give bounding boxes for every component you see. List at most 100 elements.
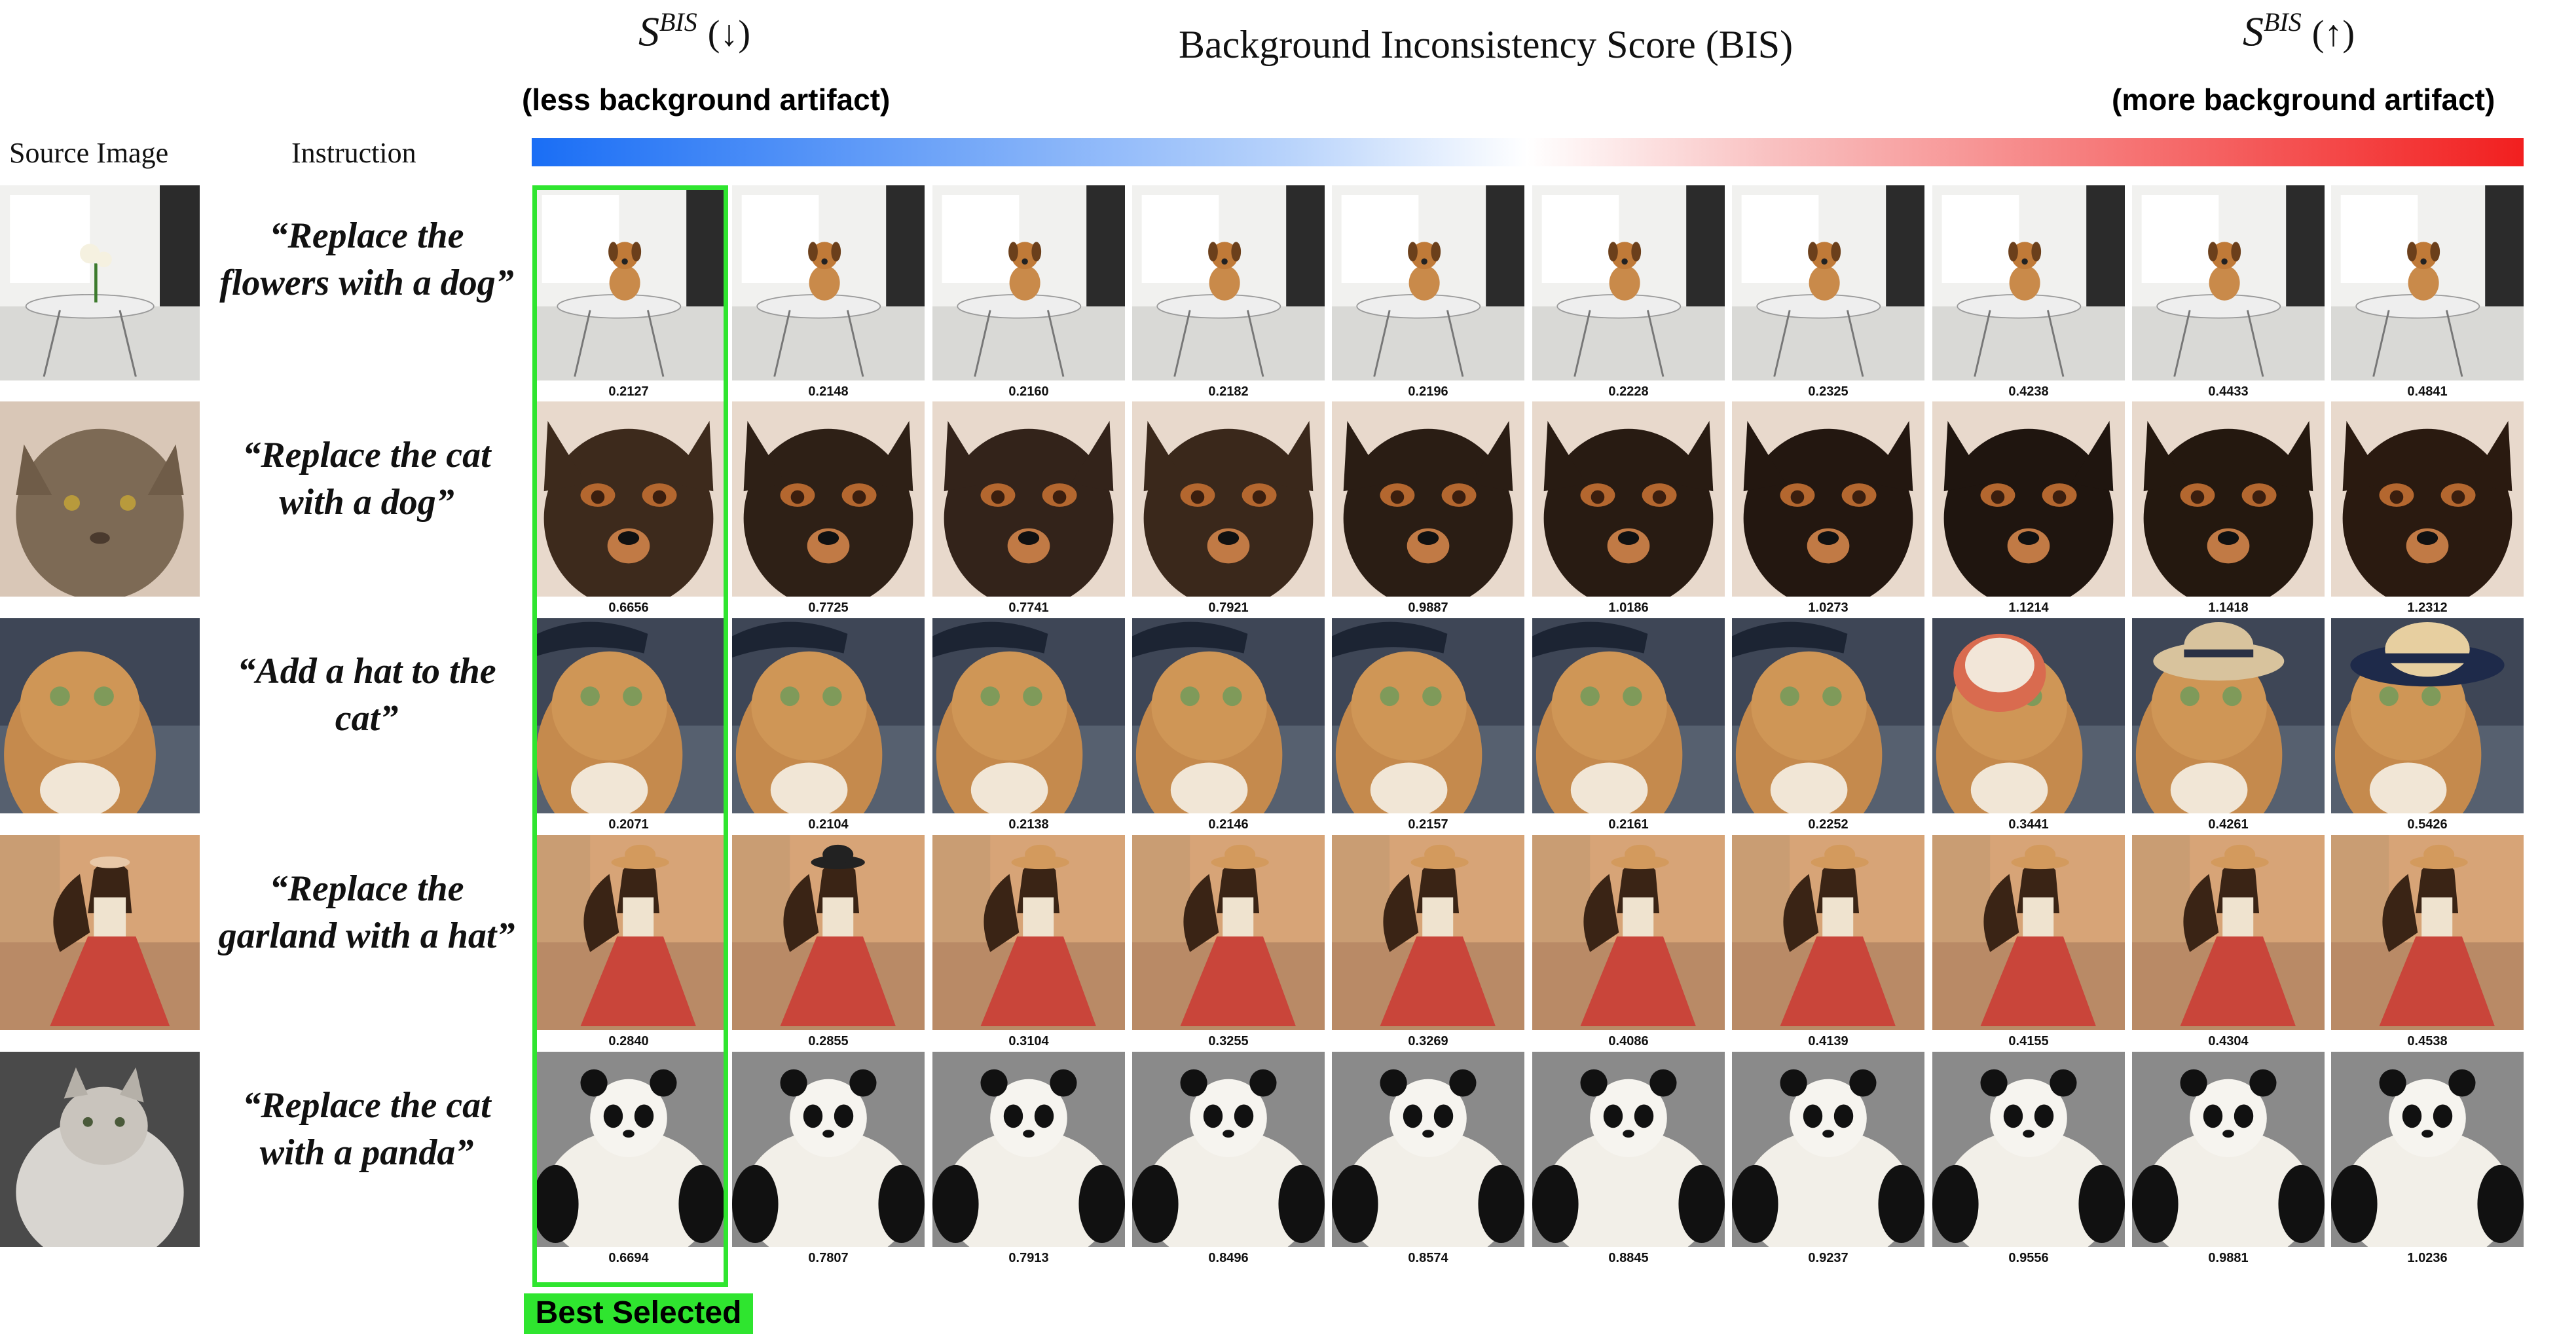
- result-image: [2132, 835, 2325, 1030]
- bis-score: 0.5426: [2407, 817, 2448, 832]
- less-artifact-label: (less background artifact): [522, 83, 891, 117]
- more-artifact-label: (more background artifact): [2112, 83, 2495, 117]
- result-image: [1532, 835, 1725, 1030]
- result-image: [532, 401, 725, 597]
- result-image: [1132, 185, 1325, 380]
- bis-score: 0.2127: [608, 384, 649, 399]
- bis-score: 1.2312: [2407, 601, 2448, 615]
- source-image: [0, 835, 200, 1030]
- result-image: [1532, 1052, 1725, 1247]
- result-image: [1132, 835, 1325, 1030]
- instruction-text: “Replace the: [269, 215, 464, 256]
- bis-score: 1.1214: [2008, 601, 2049, 615]
- result-image: [2132, 185, 2325, 380]
- result-image: [1332, 401, 1524, 597]
- bis-score: 0.2325: [1808, 384, 1849, 399]
- bis-score: 0.9556: [2008, 1251, 2049, 1265]
- bis-score: 0.4261: [2208, 817, 2249, 832]
- bis-score: 0.4433: [2208, 384, 2249, 399]
- result-image: [2132, 1052, 2325, 1247]
- result-image: [732, 835, 925, 1030]
- score-gradient-bar: [532, 138, 2524, 166]
- instruction-text: cat”: [335, 698, 399, 739]
- result-image: [2331, 185, 2524, 380]
- instruction-text: “Replace the: [269, 868, 464, 909]
- bis-score: 0.7807: [808, 1251, 849, 1265]
- bis-score: 0.2196: [1408, 384, 1448, 399]
- result-image: [1332, 835, 1524, 1030]
- sbis-up-symbol: SBIS (↑): [2243, 7, 2355, 55]
- bis-score: 0.8574: [1408, 1251, 1448, 1265]
- result-image: [1732, 1052, 1924, 1247]
- instruction-text: flowers with a dog”: [219, 263, 514, 303]
- bis-score: 0.2161: [1608, 817, 1649, 832]
- source-image-header: Source Image: [9, 137, 169, 169]
- result-image: [1132, 401, 1325, 597]
- result-image: [1532, 185, 1725, 380]
- bis-score: 0.2855: [808, 1034, 849, 1048]
- result-image: [1332, 185, 1524, 380]
- bis-score: 0.9881: [2208, 1251, 2249, 1265]
- result-image: [1532, 401, 1725, 597]
- bis-score: 0.7741: [1008, 601, 1049, 615]
- result-image: [932, 1052, 1125, 1247]
- result-image: [2132, 618, 2325, 813]
- bis-score: 0.9887: [1408, 601, 1448, 615]
- result-image: [2331, 1052, 2524, 1247]
- result-image: [1732, 618, 1924, 813]
- result-image: [2132, 401, 2325, 597]
- bis-score: 1.0236: [2407, 1251, 2448, 1265]
- result-image: [1932, 835, 2125, 1030]
- source-image: [0, 401, 200, 597]
- bis-score: 0.6656: [608, 601, 649, 615]
- bis-score: 0.3269: [1408, 1034, 1448, 1048]
- result-image: [1932, 1052, 2125, 1247]
- result-image: [532, 618, 725, 813]
- bis-score: 0.3104: [1008, 1034, 1049, 1048]
- bis-score: 0.2182: [1208, 384, 1249, 399]
- result-image: [1732, 185, 1924, 380]
- bis-score: 0.2148: [808, 384, 849, 399]
- bis-score: 1.1418: [2208, 601, 2249, 615]
- bis-score: 0.7913: [1008, 1251, 1049, 1265]
- result-image: [1932, 185, 2125, 380]
- bis-score: 0.4238: [2008, 384, 2049, 399]
- best-selected-box: [532, 185, 728, 1287]
- bis-score: 0.2157: [1408, 817, 1448, 832]
- bis-score: 1.0273: [1808, 601, 1849, 615]
- result-image: [1132, 1052, 1325, 1247]
- result-image: [932, 835, 1125, 1030]
- bis-score: 0.4086: [1608, 1034, 1649, 1048]
- sbis-down-symbol: SBIS (↓): [638, 7, 751, 55]
- instruction-text: with a panda”: [259, 1132, 474, 1173]
- result-image: [1332, 1052, 1524, 1247]
- result-image: [2331, 401, 2524, 597]
- result-image: [1132, 618, 1325, 813]
- bis-score: 0.4841: [2407, 384, 2448, 399]
- instruction-text: with a dog”: [279, 482, 454, 523]
- result-image: [732, 401, 925, 597]
- bis-score: 0.6694: [608, 1251, 649, 1265]
- result-image: [732, 618, 925, 813]
- result-image: [532, 1052, 725, 1247]
- bis-score: 0.3441: [2008, 817, 2049, 832]
- bis-score: 0.2138: [1008, 817, 1049, 832]
- bis-score: 0.9237: [1808, 1251, 1849, 1265]
- result-image: [732, 1052, 925, 1247]
- bis-score: 0.2104: [808, 817, 849, 832]
- bis-score: 0.2146: [1208, 817, 1249, 832]
- bis-score: 0.4155: [2008, 1034, 2049, 1048]
- bis-score: 0.8496: [1208, 1251, 1249, 1265]
- instruction-text: “Add a hat to the: [237, 651, 496, 692]
- bis-score: 0.7921: [1208, 601, 1249, 615]
- instruction-header: Instruction: [291, 137, 416, 169]
- result-image: [2331, 835, 2524, 1030]
- instruction-text: “Replace the cat: [242, 1085, 491, 1126]
- bis-score: 1.0186: [1608, 601, 1649, 615]
- result-image: [932, 401, 1125, 597]
- result-image: [1932, 401, 2125, 597]
- result-image: [1532, 618, 1725, 813]
- result-image: [1932, 618, 2125, 813]
- figure-title: Background Inconsistency Score (BIS): [1179, 23, 1794, 66]
- bis-score: 0.2160: [1008, 384, 1049, 399]
